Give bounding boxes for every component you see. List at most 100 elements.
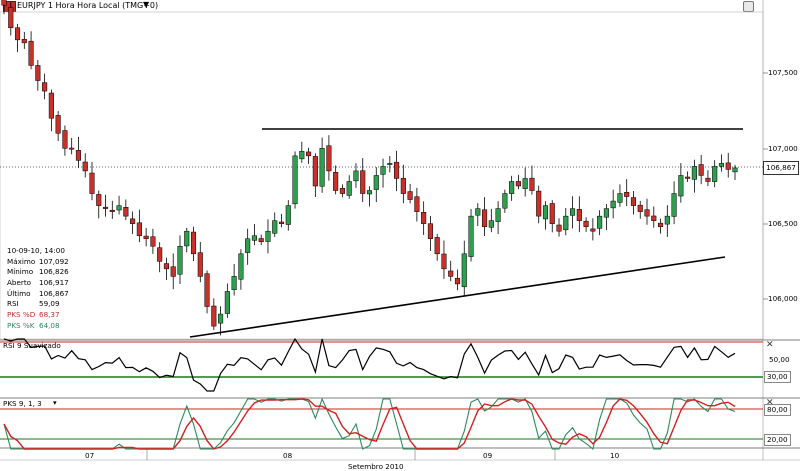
rsi-line <box>3 337 736 392</box>
price-panel-frame <box>0 11 764 340</box>
candle-body <box>69 147 75 150</box>
candle-body <box>556 224 562 232</box>
candle-body <box>265 230 271 242</box>
candle-body <box>380 166 386 175</box>
candle-body <box>461 253 467 288</box>
candle-body <box>333 172 339 191</box>
candle-body <box>245 238 251 253</box>
candle-body <box>55 115 61 134</box>
candle-body <box>123 207 129 217</box>
chevron-down-icon[interactable]: ▼ <box>143 0 150 9</box>
candle-body <box>691 166 697 180</box>
rsi-panel-label[interactable]: RSI 9 Suavizado <box>3 341 61 350</box>
candle-body <box>190 231 197 255</box>
candle-body <box>326 145 332 172</box>
candle-body <box>515 181 521 187</box>
candle-body <box>8 7 14 29</box>
pks-menu-icon[interactable]: ▾ <box>53 398 57 407</box>
pks-k-line <box>3 397 736 450</box>
candle-body <box>725 162 731 170</box>
candle-body <box>272 220 278 234</box>
candlestick-series <box>1 0 738 336</box>
candle-body <box>292 155 298 205</box>
candle-body <box>238 253 244 280</box>
candle-body <box>610 200 616 209</box>
candle-body <box>157 247 163 262</box>
candle-body <box>488 220 494 228</box>
candle-body <box>211 305 217 327</box>
candle-body <box>21 39 27 44</box>
candle-body <box>306 151 312 157</box>
candle-body <box>150 236 156 247</box>
candle-body <box>522 178 528 189</box>
info-row-last: Último 106,867 <box>7 288 69 298</box>
candle-body <box>732 167 738 173</box>
candle-body <box>102 206 109 209</box>
candle-body <box>184 230 190 247</box>
candle-body <box>509 181 515 194</box>
info-row-pks-d: PKS %D 68,37 <box>7 310 60 320</box>
candle-body <box>130 218 136 224</box>
candle-body <box>475 208 481 216</box>
chart-title[interactable]: EURJPY 1 Hora Hora Local (TMG+0) <box>17 1 159 10</box>
candle-body <box>143 235 149 239</box>
candle-body <box>62 130 68 149</box>
candle-body <box>366 190 373 195</box>
candle-body <box>278 221 285 224</box>
price-axis-label: 107,000 <box>768 144 798 153</box>
candle-body <box>454 277 461 285</box>
candle-body <box>698 164 704 176</box>
candle-body <box>407 191 413 200</box>
candle-body <box>468 215 474 257</box>
support-trendline[interactable] <box>189 256 726 338</box>
candle-body <box>163 263 169 270</box>
candle-body <box>624 192 630 197</box>
info-datetime: 10-09-10, 14:00 <box>7 246 65 255</box>
candle-body <box>529 177 535 191</box>
candle-body <box>136 222 142 236</box>
time-axis-day-label: 07 <box>85 451 95 460</box>
price-axis-label: 107,500 <box>768 68 798 77</box>
candle-body <box>657 222 664 227</box>
info-row-open: Aberto 106,917 <box>7 278 69 288</box>
settings-icon[interactable] <box>743 1 754 12</box>
candle-body <box>285 205 291 225</box>
candle-body <box>549 203 555 224</box>
candle-body <box>644 209 650 217</box>
pks-panel-label[interactable]: PKS 9, 1, 3 <box>3 399 42 408</box>
candle-body <box>718 163 725 167</box>
candle-body <box>542 205 549 220</box>
candle-body <box>75 150 82 161</box>
candle-body <box>346 181 352 196</box>
candle-body <box>394 161 400 179</box>
candle-body <box>177 246 183 275</box>
candle-body <box>1 0 7 6</box>
rsi-close-icon[interactable]: ✕ <box>766 340 774 350</box>
candle-body <box>109 209 115 212</box>
candle-body <box>685 176 691 179</box>
candle-body <box>89 172 95 194</box>
candle-body <box>231 276 237 290</box>
current-price-marker: 106,867 <box>763 161 799 175</box>
pks-close-icon[interactable]: ✕ <box>766 398 774 408</box>
candle-body <box>197 252 203 277</box>
candle-body <box>28 40 34 66</box>
candle-body <box>224 291 230 314</box>
candle-body <box>502 193 508 209</box>
candle-body <box>353 170 359 182</box>
candle-body <box>495 208 501 222</box>
info-row-max: Máximo 107,092 <box>7 256 69 266</box>
info-row-min: Mínimo 106,826 <box>7 267 69 277</box>
candle-body <box>563 215 569 231</box>
candle-body <box>414 196 420 212</box>
candle-body <box>218 313 224 324</box>
candle-body <box>360 170 366 194</box>
candle-body <box>14 27 21 41</box>
candle-body <box>583 220 589 227</box>
candle-body <box>441 253 447 270</box>
price-axis-label: 106,000 <box>768 294 798 303</box>
candle-body <box>312 156 318 187</box>
rsi-axis-label: 50,00 <box>769 355 790 364</box>
